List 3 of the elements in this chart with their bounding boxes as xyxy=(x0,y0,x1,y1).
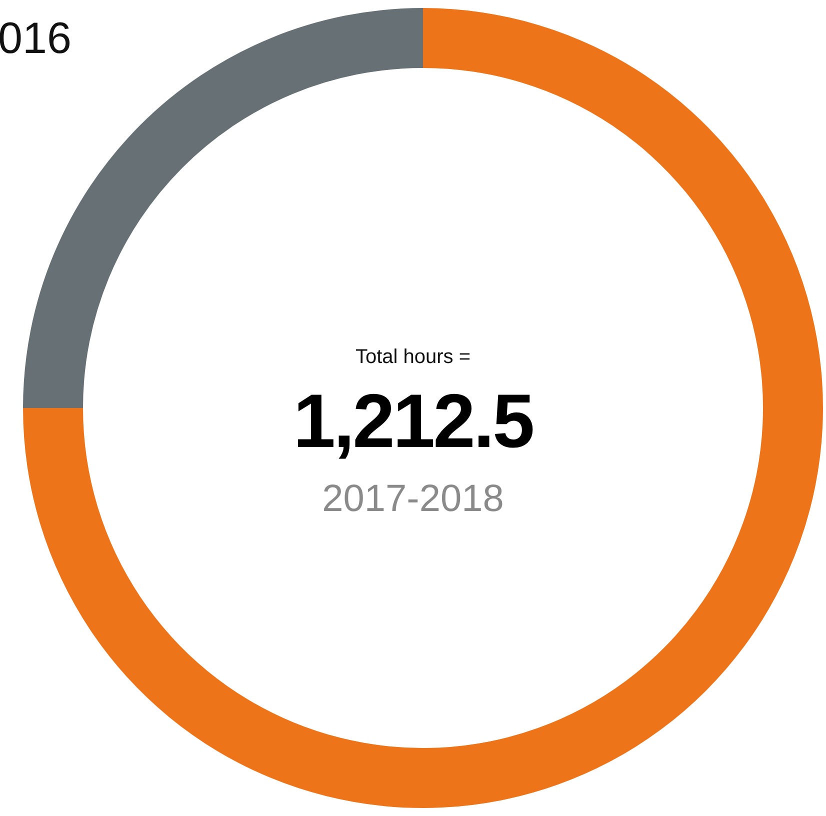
text: 2017-2018 xyxy=(321,478,505,521)
text: 1,212.5 xyxy=(292,378,534,465)
text: Total hours = xyxy=(354,346,472,369)
